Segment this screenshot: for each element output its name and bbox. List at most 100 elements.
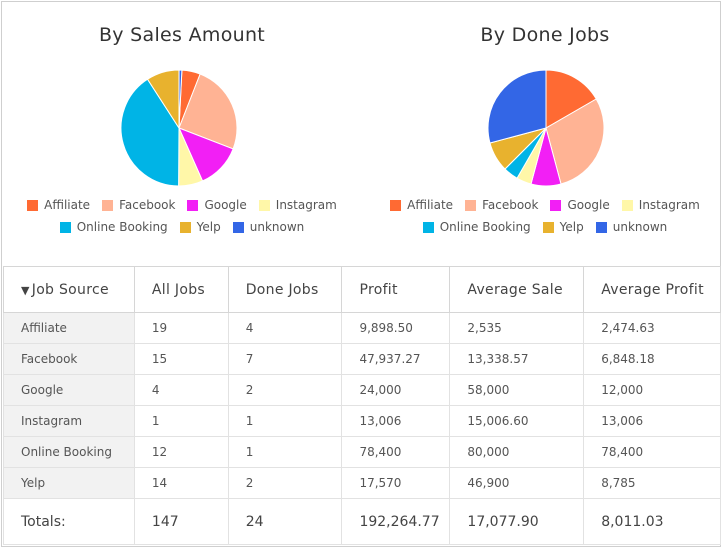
table-row[interactable]: Facebook 15 7 47,937.27 13,338.57 6,848.18	[3, 343, 721, 375]
cell-done-jobs: 4	[227, 312, 343, 344]
legend-swatch	[621, 199, 633, 211]
legend-item[interactable]: Affiliate	[390, 198, 453, 212]
cell-done-jobs: 2	[227, 467, 343, 499]
cell-average-sale: 80,000	[449, 436, 585, 468]
table-row[interactable]: Instagram 1 1 13,006 15,006.60 13,006	[3, 405, 721, 437]
cell-done-jobs: 2	[227, 374, 343, 406]
legend-label: Google	[204, 198, 247, 212]
totals-label: Totals:	[3, 498, 135, 545]
cell-all-jobs: 19	[133, 312, 229, 344]
done-jobs-pie	[487, 69, 605, 187]
cell-profit: 13,006	[341, 405, 451, 437]
legend-item[interactable]: Google	[550, 198, 610, 212]
legend-item[interactable]: Affiliate	[27, 198, 90, 212]
table-row[interactable]: Affiliate 19 4 9,898.50 2,535 2,474.63	[3, 312, 721, 344]
legend-swatch	[465, 199, 477, 211]
legend-item[interactable]: unknown	[232, 220, 305, 234]
cell-profit: 47,937.27	[341, 343, 451, 375]
legend-item[interactable]: Facebook	[465, 198, 538, 212]
pie-slice-facebook[interactable]	[545, 98, 605, 185]
totals-row: Totals: 147 24 192,264.77 17,077.90 8,01…	[3, 498, 721, 545]
cell-profit: 24,000	[341, 374, 451, 406]
cell-job-source: Affiliate	[3, 312, 135, 344]
cell-all-jobs: 1	[133, 405, 229, 437]
legend-item[interactable]: Online Booking	[59, 220, 168, 234]
legend-label: Instagram	[638, 198, 700, 212]
totals-done-jobs: 24	[227, 498, 343, 545]
chart-title: By Sales Amount	[98, 24, 266, 46]
totals-average-sale: 17,077.90	[449, 498, 585, 545]
legend-swatch	[102, 199, 114, 211]
pie-slice-unknown[interactable]	[178, 69, 183, 129]
cell-average-profit: 6,848.18	[583, 343, 721, 375]
column-header-all-jobs[interactable]: All Jobs	[133, 266, 229, 313]
table-row[interactable]: Google 4 2 24,000 58,000 12,000	[3, 374, 721, 406]
column-header-job-source[interactable]: ▼ Job Source	[3, 266, 135, 313]
legend-label: Yelp	[559, 220, 584, 234]
legend-item[interactable]: Online Booking	[422, 220, 531, 234]
legend-item[interactable]: Instagram	[258, 198, 337, 212]
cell-all-jobs: 12	[133, 436, 229, 468]
legend-swatch	[390, 199, 402, 211]
table-row[interactable]: Online Booking 12 1 78,400 80,000 78,400	[3, 436, 721, 468]
cell-job-source: Facebook	[3, 343, 135, 375]
legend-label: Affiliate	[44, 198, 91, 212]
legend-swatch	[542, 221, 554, 233]
legend-item[interactable]: Google	[187, 198, 247, 212]
cell-job-source: Google	[3, 374, 135, 406]
legend-swatch	[258, 199, 270, 211]
cell-average-profit: 12,000	[583, 374, 721, 406]
charts-area: By Sales Amount Affiliate Facebook Google I…	[2, 2, 722, 264]
cell-done-jobs: 7	[227, 343, 343, 375]
legend-item[interactable]: Facebook	[102, 198, 175, 212]
job-source-table: ▼ Job Source All Jobs Done Jobs Profit Av…	[3, 266, 721, 545]
column-header-average-sale[interactable]: Average Sale	[449, 266, 585, 313]
chart-title: By Done Jobs	[480, 24, 610, 46]
cell-profit: 9,898.50	[341, 312, 451, 344]
pie-slice-facebook[interactable]	[178, 73, 238, 150]
legend-label: Google	[567, 198, 610, 212]
pie-slice-affiliate[interactable]	[545, 69, 597, 129]
legend-label: unknown	[249, 220, 305, 234]
table-row[interactable]: Yelp 14 2 17,570 46,900 8,785	[3, 467, 721, 499]
legend-swatch	[232, 221, 244, 233]
sort-desc-icon[interactable]: ▼	[21, 283, 30, 297]
legend-swatch	[550, 199, 562, 211]
cell-average-sale: 2,535	[449, 312, 585, 344]
cell-all-jobs: 14	[133, 467, 229, 499]
cell-job-source: Yelp	[3, 467, 135, 499]
sales-amount-pie	[120, 69, 238, 187]
cell-average-profit: 8,785	[583, 467, 721, 499]
pie-slice-unknown[interactable]	[487, 69, 547, 144]
legend-label: Affiliate	[407, 198, 454, 212]
legend-swatch	[27, 199, 39, 211]
legend-label: Instagram	[275, 198, 337, 212]
cell-average-sale: 13,338.57	[449, 343, 585, 375]
column-header-profit[interactable]: Profit	[341, 266, 451, 313]
legend-label: Online Booking	[439, 220, 531, 234]
legend-swatch	[59, 221, 71, 233]
cell-done-jobs: 1	[227, 405, 343, 437]
legend-item[interactable]: Yelp	[542, 220, 584, 234]
totals-profit: 192,264.77	[341, 498, 451, 545]
cell-profit: 78,400	[341, 436, 451, 468]
legend-item[interactable]: unknown	[595, 220, 668, 234]
legend-label: Facebook	[119, 198, 176, 212]
totals-average-profit: 8,011.03	[583, 498, 721, 545]
legend-item[interactable]: Instagram	[621, 198, 700, 212]
cell-job-source: Online Booking	[3, 436, 135, 468]
legend-swatch	[187, 199, 199, 211]
legend-swatch	[179, 221, 191, 233]
legend-label: unknown	[612, 220, 668, 234]
cell-average-profit: 2,474.63	[583, 312, 721, 344]
cell-all-jobs: 15	[133, 343, 229, 375]
table-header-row: ▼ Job Source All Jobs Done Jobs Profit Av…	[3, 266, 721, 313]
legend-item[interactable]: Yelp	[179, 220, 221, 234]
cell-average-sale: 46,900	[449, 467, 585, 499]
cell-average-profit: 78,400	[583, 436, 721, 468]
column-header-average-profit[interactable]: Average Profit	[583, 266, 721, 313]
cell-profit: 17,570	[341, 467, 451, 499]
cell-job-source: Instagram	[3, 405, 135, 437]
column-header-done-jobs[interactable]: Done Jobs	[227, 266, 343, 313]
